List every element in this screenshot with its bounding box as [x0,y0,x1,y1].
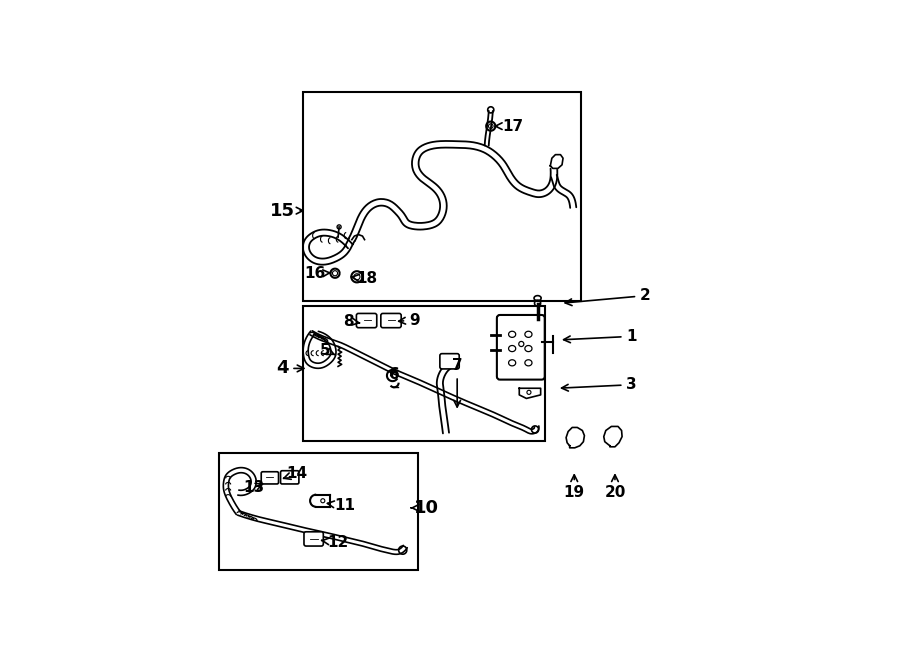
FancyBboxPatch shape [440,354,459,369]
Text: 16: 16 [304,266,331,281]
Polygon shape [550,155,563,169]
Text: 3: 3 [562,377,637,392]
Text: 9: 9 [399,313,419,328]
Text: 19: 19 [563,475,585,500]
Bar [303,92,580,301]
FancyBboxPatch shape [381,313,401,328]
Text: 8: 8 [343,313,359,329]
Text: 15: 15 [270,202,303,219]
Polygon shape [519,388,541,399]
FancyBboxPatch shape [356,313,377,328]
Text: 1: 1 [563,329,637,344]
Text: 17: 17 [495,118,524,134]
FancyBboxPatch shape [304,532,323,546]
FancyBboxPatch shape [281,471,299,484]
Polygon shape [604,426,622,447]
Text: 14: 14 [284,466,308,481]
Text: 2: 2 [565,288,651,305]
Text: 6: 6 [389,367,400,382]
FancyBboxPatch shape [497,315,544,379]
Polygon shape [566,428,584,447]
Text: 12: 12 [321,535,348,550]
Text: 11: 11 [328,498,356,514]
Text: 18: 18 [351,271,378,286]
FancyBboxPatch shape [261,472,278,484]
Text: 10: 10 [411,499,439,517]
Text: 5: 5 [320,342,336,358]
Text: 4: 4 [275,360,304,377]
Bar [220,453,418,570]
Bar [303,306,545,441]
Text: 20: 20 [604,475,626,500]
Text: 7: 7 [452,358,463,407]
Text: 13: 13 [243,480,265,495]
